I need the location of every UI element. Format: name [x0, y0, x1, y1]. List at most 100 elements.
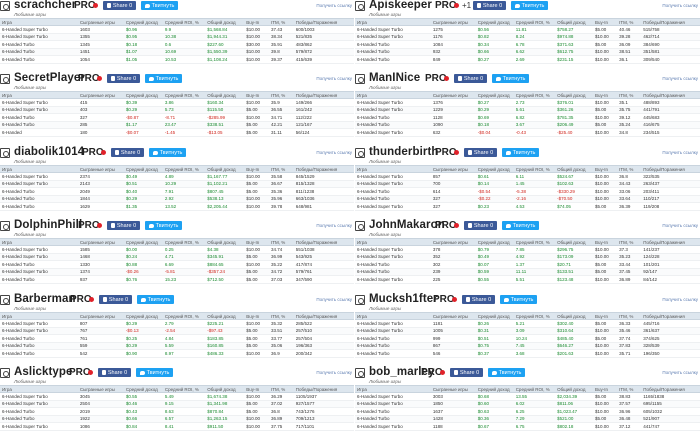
- column-header[interactable]: Победы/Поражения: [641, 238, 700, 246]
- column-header[interactable]: Средний доход: [123, 312, 163, 320]
- column-header[interactable]: Игра: [355, 238, 431, 246]
- column-header[interactable]: Buy-In: [244, 312, 269, 320]
- player-name[interactable]: Barberman: [14, 293, 76, 305]
- column-header[interactable]: Игра: [0, 312, 78, 320]
- column-header[interactable]: ITM, %: [617, 165, 642, 173]
- column-header[interactable]: Средний ROI, %: [162, 91, 206, 99]
- column-header[interactable]: Общий доход: [555, 385, 594, 393]
- tweet-button[interactable]: Твитнуть: [136, 368, 173, 377]
- column-header[interactable]: Общий доход: [555, 18, 594, 26]
- tweet-button[interactable]: Твитнуть: [502, 148, 539, 157]
- column-header[interactable]: Средний доход: [475, 18, 514, 26]
- column-header[interactable]: ITM, %: [617, 18, 642, 26]
- column-header[interactable]: Сыгранные игры: [77, 238, 124, 246]
- tweet-button[interactable]: Твитнуть: [511, 1, 548, 10]
- column-header[interactable]: Buy-In: [244, 91, 269, 99]
- get-link[interactable]: Получить ссылку: [316, 3, 352, 8]
- column-header[interactable]: Сыгранные игры: [430, 385, 476, 393]
- column-header[interactable]: Игра: [0, 18, 78, 26]
- facebook-share-button[interactable]: Share 0: [464, 221, 497, 230]
- column-header[interactable]: Победы/Поражения: [293, 385, 354, 393]
- column-header[interactable]: Общий доход: [205, 238, 245, 246]
- column-header[interactable]: Общий доход: [555, 165, 594, 173]
- column-header[interactable]: Сыгранные игры: [430, 18, 476, 26]
- player-name[interactable]: DolphinPhill: [14, 219, 83, 231]
- column-header[interactable]: Победы/Поражения: [293, 18, 354, 26]
- tweet-button[interactable]: Твитнуть: [145, 74, 182, 83]
- player-name[interactable]: Aslicktype: [14, 366, 73, 378]
- column-header[interactable]: Общий доход: [205, 385, 245, 393]
- facebook-share-button[interactable]: Share 0: [103, 1, 136, 10]
- column-header[interactable]: Buy-In: [244, 385, 269, 393]
- get-link[interactable]: Получить ссылку: [662, 3, 698, 8]
- column-header[interactable]: Средний ROI, %: [513, 91, 556, 99]
- player-name[interactable]: thunderbirth: [369, 146, 439, 158]
- get-link[interactable]: Получить ссылку: [316, 370, 352, 375]
- column-header[interactable]: Средний ROI, %: [162, 165, 206, 173]
- tweet-button[interactable]: Твитнуть: [502, 221, 539, 230]
- tweet-button[interactable]: Твитнуть: [137, 295, 174, 304]
- player-name[interactable]: JohnMakaron: [369, 219, 445, 231]
- player-name[interactable]: diabolik1014: [14, 146, 85, 158]
- column-header[interactable]: Сыгранные игры: [77, 385, 124, 393]
- column-header[interactable]: Buy-In: [593, 18, 618, 26]
- column-header[interactable]: Средний ROI, %: [162, 238, 206, 246]
- column-header[interactable]: Игра: [355, 165, 431, 173]
- tweet-button[interactable]: Твитнуть: [141, 1, 178, 10]
- column-header[interactable]: Сыгранные игры: [430, 238, 476, 246]
- column-header[interactable]: Средний ROI, %: [162, 18, 206, 26]
- column-header[interactable]: Игра: [0, 91, 78, 99]
- column-header[interactable]: Сыгранные игры: [430, 91, 476, 99]
- column-header[interactable]: Победы/Поражения: [641, 385, 700, 393]
- get-link[interactable]: Получить ссылку: [316, 223, 352, 228]
- facebook-share-button[interactable]: Share 0: [107, 221, 140, 230]
- get-link[interactable]: Получить ссылку: [316, 150, 352, 155]
- column-header[interactable]: Buy-In: [593, 165, 618, 173]
- column-header[interactable]: Buy-In: [244, 165, 269, 173]
- column-header[interactable]: Сыгранные игры: [77, 312, 124, 320]
- get-link[interactable]: Получить ссылку: [316, 297, 352, 302]
- column-header[interactable]: Общий доход: [555, 91, 594, 99]
- column-header[interactable]: Buy-In: [593, 238, 618, 246]
- tweet-button[interactable]: Твитнуть: [492, 74, 529, 83]
- tweet-button[interactable]: Твитнуть: [145, 221, 182, 230]
- column-header[interactable]: Сыгранные игры: [77, 18, 124, 26]
- get-link[interactable]: Получить ссылку: [316, 76, 352, 81]
- column-header[interactable]: Buy-In: [593, 312, 618, 320]
- tweet-button[interactable]: Твитнуть: [488, 368, 525, 377]
- column-header[interactable]: Игра: [355, 18, 431, 26]
- column-header[interactable]: ITM, %: [617, 385, 642, 393]
- column-header[interactable]: Средний ROI, %: [162, 385, 206, 393]
- column-header[interactable]: Общий доход: [205, 18, 245, 26]
- column-header[interactable]: Средний доход: [475, 91, 514, 99]
- column-header[interactable]: Средний доход: [123, 91, 163, 99]
- column-header[interactable]: Buy-In: [593, 91, 618, 99]
- column-header[interactable]: ITM, %: [269, 385, 294, 393]
- column-header[interactable]: Победы/Поражения: [293, 91, 354, 99]
- column-header[interactable]: ITM, %: [269, 165, 294, 173]
- column-header[interactable]: Игра: [355, 385, 431, 393]
- column-header[interactable]: Победы/Поражения: [641, 312, 700, 320]
- facebook-share-button[interactable]: Share 0: [473, 1, 506, 10]
- column-header[interactable]: Общий доход: [555, 238, 594, 246]
- column-header[interactable]: Buy-In: [244, 18, 269, 26]
- facebook-share-button[interactable]: Share 0: [462, 295, 495, 304]
- player-name[interactable]: ManINice: [369, 72, 421, 84]
- column-header[interactable]: Игра: [0, 385, 78, 393]
- column-header[interactable]: Победы/Поражения: [293, 238, 354, 246]
- column-header[interactable]: Средний ROI, %: [513, 238, 556, 246]
- column-header[interactable]: Победы/Поражения: [641, 165, 700, 173]
- column-header[interactable]: Сыгранные игры: [77, 91, 124, 99]
- column-header[interactable]: ITM, %: [269, 91, 294, 99]
- column-header[interactable]: Средний ROI, %: [513, 165, 556, 173]
- column-header[interactable]: Победы/Поражения: [641, 18, 700, 26]
- facebook-share-button[interactable]: Share 0: [464, 148, 497, 157]
- facebook-share-button[interactable]: Share 0: [450, 368, 483, 377]
- get-link[interactable]: Получить ссылку: [662, 297, 698, 302]
- column-header[interactable]: Buy-In: [244, 238, 269, 246]
- column-header[interactable]: Игра: [355, 91, 431, 99]
- column-header[interactable]: Общий доход: [205, 165, 245, 173]
- column-header[interactable]: Победы/Поражения: [293, 312, 354, 320]
- column-header[interactable]: ITM, %: [269, 18, 294, 26]
- get-link[interactable]: Получить ссылку: [662, 223, 698, 228]
